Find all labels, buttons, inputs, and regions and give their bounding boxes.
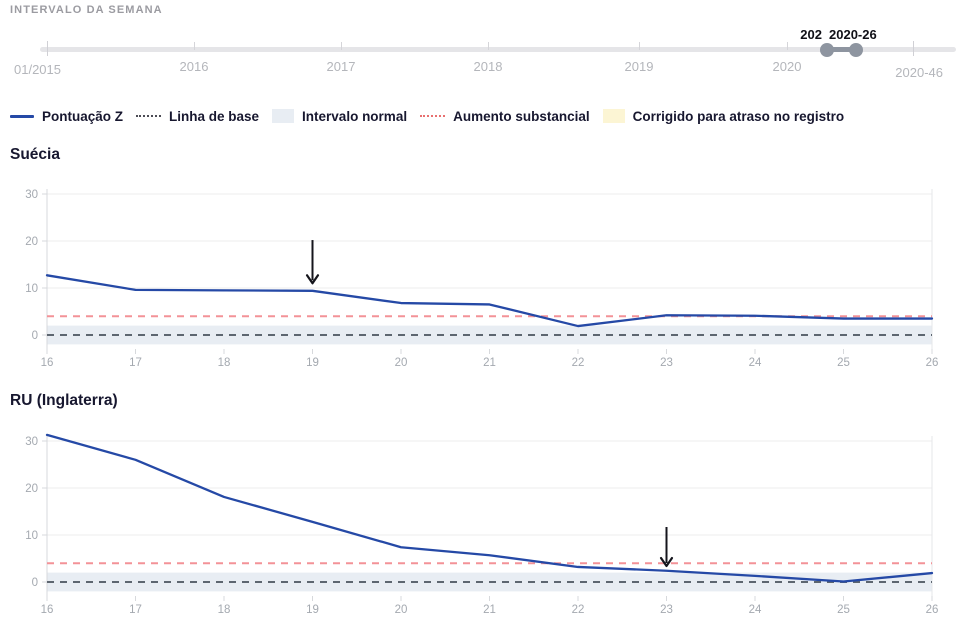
- legend-item-label: Linha de base: [169, 108, 260, 124]
- slider-handle-end[interactable]: [849, 43, 863, 57]
- x-tick-label: 17: [129, 357, 142, 369]
- legend-dotted-swatch: [420, 115, 446, 117]
- slider-year-tick: [488, 42, 489, 50]
- y-tick-label: 30: [25, 189, 38, 201]
- legend-item: Linha de base: [136, 109, 259, 124]
- chart-plot-area: 0 10 20 30 16 17 18 19 20 21 22 23 24 25 26: [25, 433, 939, 616]
- slider-year-label: 2017: [326, 59, 356, 74]
- x-tick-label: 18: [218, 604, 231, 616]
- x-tick-label: 23: [660, 357, 673, 369]
- x-tick-label: 21: [483, 357, 496, 369]
- x-tick-label: 24: [749, 604, 762, 616]
- y-tick-label: 0: [32, 577, 38, 589]
- x-tick-label: 19: [306, 604, 319, 616]
- legend-item: Pontuação Z: [10, 109, 123, 124]
- legend-item-label: Aumento substancial: [453, 108, 590, 124]
- y-tick-label: 20: [25, 236, 38, 248]
- slider-year-tick: [787, 42, 788, 50]
- annotation-arrow-head: [305, 274, 320, 285]
- slider-handle-end-label: 2020-26: [826, 27, 877, 42]
- slider-end-tick: [913, 41, 914, 56]
- zscore-line: [45, 433, 934, 583]
- x-tick-label: 20: [395, 604, 408, 616]
- y-tick-label: 10: [25, 283, 38, 295]
- slider-selected-range[interactable]: [827, 47, 856, 52]
- slider-year-label: 2019: [624, 59, 654, 74]
- legend-item: Intervalo normal: [272, 109, 407, 124]
- legend-item: Aumento substancial: [420, 109, 590, 124]
- x-tick-label: 16: [41, 604, 54, 616]
- chart-sweden: Suécia 0 10 20 30 16 17 18 19 20 21 22 23 24 25 26: [0, 146, 959, 371]
- slider-end-label: 2020-46: [895, 65, 943, 80]
- x-tick-label: 21: [483, 604, 496, 616]
- y-tick-label: 0: [32, 330, 38, 342]
- slider-year-label: 2020: [772, 59, 802, 74]
- slider-handle-start-label: 202: [800, 27, 822, 42]
- x-tick-label: 26: [926, 357, 939, 369]
- x-tick-label: 18: [218, 357, 231, 369]
- chart-title: RU (Inglaterra): [10, 392, 118, 409]
- chart-legend: Pontuação Z Linha de base Intervalo normal…: [10, 106, 844, 126]
- zscore-line: [45, 274, 934, 328]
- slider-year-tick: [194, 42, 195, 50]
- slider-track[interactable]: [40, 47, 956, 52]
- y-tick-label: 30: [25, 436, 38, 448]
- week-interval-heading: INTERVALO DA SEMANA: [10, 4, 163, 16]
- chart-title: Suécia: [10, 146, 60, 163]
- x-tick-label: 24: [749, 357, 762, 369]
- x-tick-label: 16: [41, 357, 54, 369]
- chart-plot-area: 0 10 20 30 16 17 18 19 20 21 22 23 24 25 26: [25, 189, 939, 369]
- slider-handle-start[interactable]: [820, 43, 834, 57]
- legend-item-label: Pontuação Z: [42, 108, 124, 124]
- x-tick-label: 25: [837, 357, 850, 369]
- legend-line-swatch: [10, 114, 34, 118]
- chart-uk-england: RU (Inglaterra) 0 10 20 30 16 17 18 19 20 21 22 23 24…: [0, 392, 959, 622]
- annotation-arrow-head: [659, 556, 674, 568]
- legend-dotted-swatch: [136, 115, 162, 117]
- x-tick-label: 23: [660, 604, 673, 616]
- x-tick-label: 22: [572, 604, 585, 616]
- legend-box-swatch: [602, 109, 625, 123]
- x-tick-label: 20: [395, 357, 408, 369]
- x-tick-label: 26: [926, 604, 939, 616]
- slider-year-tick: [639, 42, 640, 50]
- slider-year-label: 2018: [473, 59, 503, 74]
- legend-item-label: Intervalo normal: [302, 108, 408, 124]
- legend-box-swatch: [272, 109, 295, 123]
- x-tick-label: 19: [306, 357, 319, 369]
- y-tick-label: 10: [25, 530, 38, 542]
- x-tick-label: 22: [572, 357, 585, 369]
- legend-item-label: Corrigido para atraso no registro: [632, 108, 845, 124]
- legend-item: Corrigido para atraso no registro: [602, 108, 845, 124]
- y-tick-label: 20: [25, 483, 38, 495]
- slider-start-tick: [47, 41, 48, 56]
- x-tick-label: 17: [129, 604, 142, 616]
- x-tick-label: 25: [837, 604, 850, 616]
- slider-year-tick: [341, 42, 342, 50]
- slider-year-label: 2016: [179, 59, 209, 74]
- slider-start-label: 01/2015: [14, 62, 61, 77]
